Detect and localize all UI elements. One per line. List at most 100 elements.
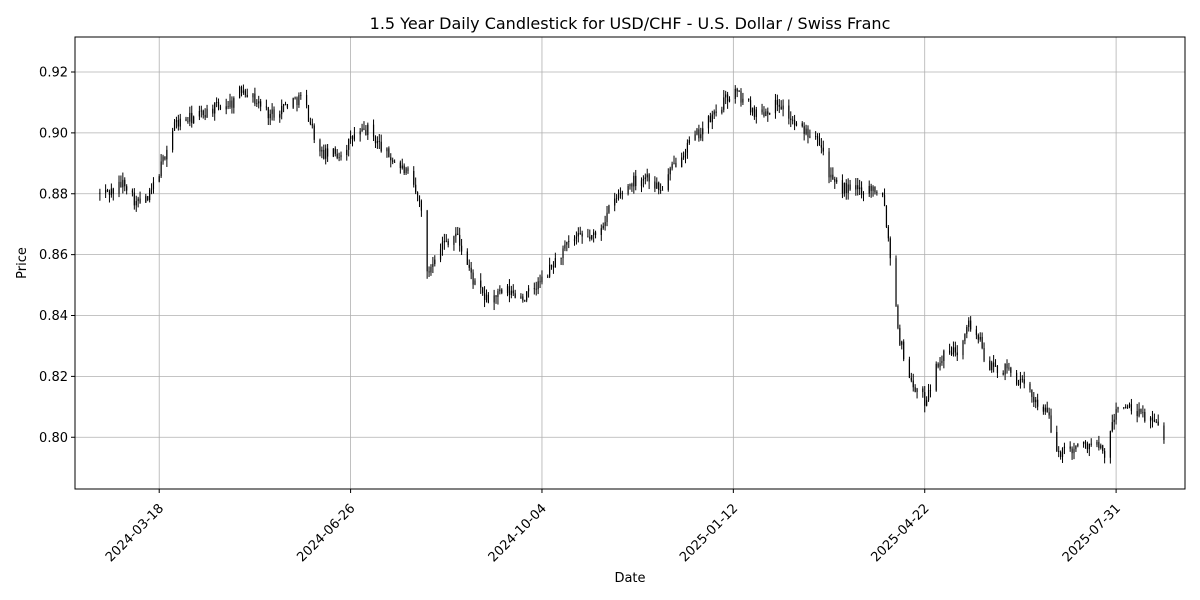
candle-body bbox=[1060, 452, 1062, 457]
candle bbox=[1113, 413, 1115, 430]
candle bbox=[738, 89, 740, 93]
candle bbox=[283, 103, 285, 113]
candle bbox=[700, 127, 702, 141]
candle-body bbox=[648, 174, 650, 182]
candle bbox=[1140, 408, 1142, 415]
candle-body bbox=[675, 162, 677, 168]
candle bbox=[698, 124, 700, 142]
candle-body bbox=[1102, 445, 1104, 451]
candle bbox=[172, 127, 174, 153]
candle bbox=[399, 160, 401, 174]
candle bbox=[537, 277, 539, 295]
candle bbox=[1073, 442, 1075, 460]
candle bbox=[487, 292, 489, 304]
candle-body bbox=[627, 186, 629, 194]
candle bbox=[118, 175, 120, 198]
candle-body bbox=[426, 210, 428, 272]
candle-body bbox=[292, 98, 294, 108]
candle-body bbox=[336, 153, 338, 158]
candle-body bbox=[281, 105, 283, 115]
candle bbox=[470, 261, 472, 280]
candle bbox=[924, 386, 926, 413]
candle-body bbox=[1035, 399, 1037, 403]
candle-body bbox=[895, 258, 897, 306]
candle-body bbox=[589, 236, 591, 239]
candle bbox=[160, 154, 162, 178]
candle-body bbox=[139, 198, 141, 203]
candle-body bbox=[950, 352, 953, 355]
candle-body bbox=[325, 148, 327, 159]
candle bbox=[1136, 403, 1138, 423]
candle-body bbox=[267, 107, 269, 119]
candle-body bbox=[353, 134, 356, 140]
candle-body bbox=[418, 195, 421, 201]
candle-body bbox=[149, 189, 151, 200]
candle-body bbox=[857, 185, 859, 190]
x-axis-label: Date bbox=[614, 571, 645, 586]
candle-body bbox=[152, 181, 155, 189]
candle bbox=[952, 341, 955, 357]
candle bbox=[137, 196, 139, 208]
candle-body bbox=[227, 106, 229, 108]
candle bbox=[497, 288, 499, 305]
candle bbox=[554, 252, 556, 268]
candle bbox=[1096, 439, 1098, 448]
candle-body bbox=[175, 120, 178, 123]
candle-body bbox=[254, 93, 256, 104]
candle bbox=[642, 175, 644, 188]
candle bbox=[1044, 404, 1046, 415]
candle bbox=[1017, 379, 1020, 386]
candle bbox=[681, 152, 683, 168]
candle-body bbox=[1088, 443, 1090, 450]
candle-body bbox=[110, 188, 112, 195]
candle-body bbox=[818, 138, 821, 146]
candle bbox=[1004, 363, 1006, 381]
candle-body bbox=[614, 198, 616, 206]
candle bbox=[1144, 408, 1146, 423]
candle bbox=[658, 181, 660, 195]
candle-body bbox=[816, 136, 819, 139]
candle-body bbox=[1077, 444, 1079, 446]
candle-body bbox=[164, 156, 166, 160]
candle-body bbox=[1126, 406, 1129, 408]
candle-body bbox=[941, 360, 943, 364]
candle bbox=[895, 255, 897, 307]
candle-body bbox=[1056, 432, 1058, 451]
candle bbox=[1023, 371, 1025, 389]
candle bbox=[991, 360, 993, 373]
candle-body bbox=[390, 157, 392, 161]
candle bbox=[1128, 402, 1131, 409]
candle bbox=[539, 274, 541, 289]
candle-body bbox=[361, 128, 363, 132]
candle-body bbox=[256, 103, 258, 105]
candle-body bbox=[493, 295, 495, 303]
candle-body bbox=[460, 245, 463, 252]
candle bbox=[981, 332, 983, 350]
candle bbox=[227, 100, 229, 110]
candle-body bbox=[631, 184, 633, 187]
candle-body bbox=[392, 160, 394, 162]
candle bbox=[1077, 443, 1079, 448]
candle-body bbox=[122, 179, 124, 188]
candle bbox=[535, 281, 537, 296]
candle bbox=[975, 325, 977, 340]
candle bbox=[631, 182, 633, 192]
candle bbox=[675, 157, 677, 168]
candle-body bbox=[1069, 446, 1071, 449]
candle bbox=[885, 205, 888, 229]
candle-body bbox=[1037, 399, 1039, 407]
candle-body bbox=[1115, 409, 1117, 420]
candle bbox=[926, 396, 928, 407]
candle-body bbox=[252, 93, 254, 98]
candle bbox=[378, 134, 380, 149]
candle bbox=[311, 118, 313, 129]
candle bbox=[751, 107, 754, 116]
candle bbox=[468, 259, 470, 271]
candle bbox=[740, 88, 742, 107]
candle bbox=[1126, 404, 1129, 409]
chart-title: 1.5 Year Daily Candlestick for USD/CHF -… bbox=[370, 14, 891, 33]
candle bbox=[173, 119, 176, 131]
candle bbox=[809, 129, 811, 139]
candle-body bbox=[803, 126, 805, 134]
candle-body bbox=[1046, 407, 1048, 413]
